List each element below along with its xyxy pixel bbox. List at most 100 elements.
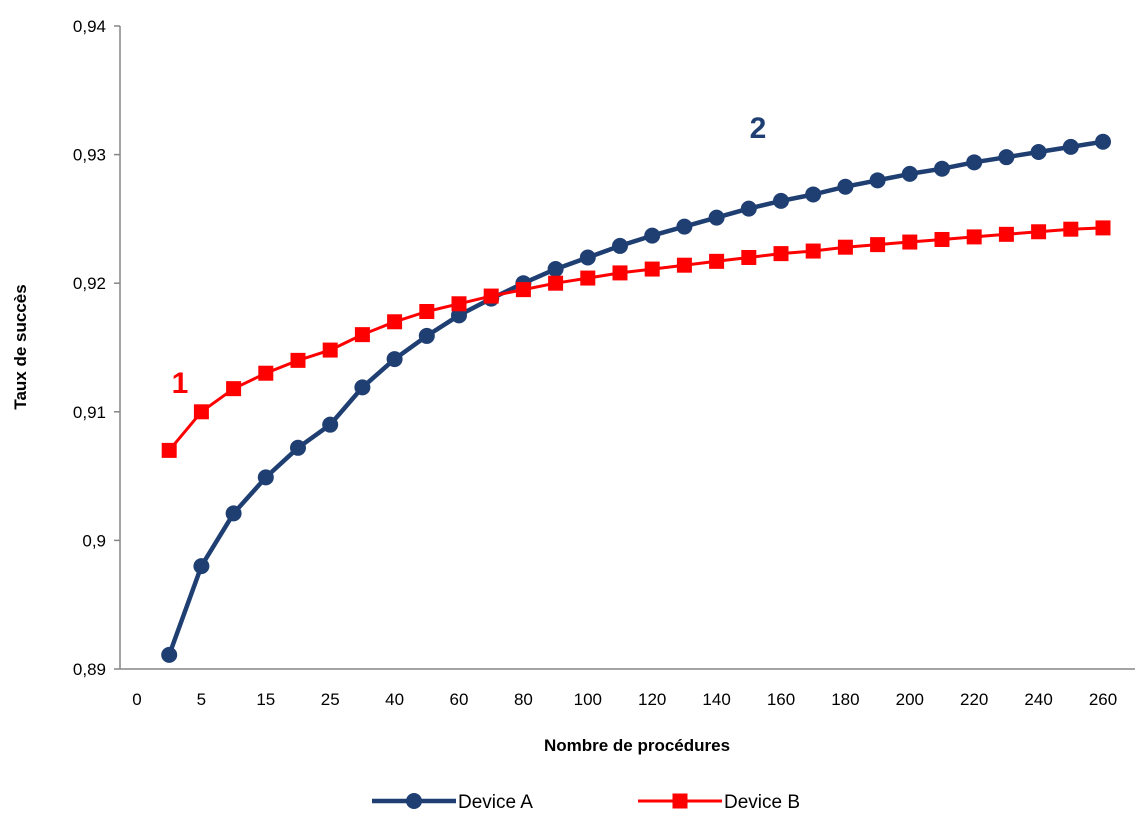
data-point [612, 265, 628, 281]
data-point [1062, 138, 1079, 155]
x-tick-label: 140 [702, 690, 730, 709]
x-tick-label: 15 [256, 690, 275, 709]
data-point [676, 218, 693, 235]
legend-marker [672, 793, 688, 809]
data-point [193, 404, 209, 420]
data-point [644, 261, 660, 277]
series-device-a [161, 133, 1111, 663]
data-point [548, 275, 564, 291]
x-tick-label: 240 [1024, 690, 1052, 709]
data-point [805, 186, 822, 203]
x-tick-label: 220 [960, 690, 988, 709]
y-tick-label: 0,9 [82, 531, 106, 550]
data-point [934, 231, 950, 247]
data-point [773, 246, 789, 262]
x-tick-label: 180 [831, 690, 859, 709]
data-point [869, 172, 886, 189]
data-point [998, 226, 1014, 242]
data-point [902, 234, 918, 250]
y-tick-label: 0,94 [73, 17, 106, 36]
data-point [290, 439, 306, 456]
x-tick-label: 0 [132, 690, 141, 709]
data-point [418, 327, 435, 344]
series-device-b [161, 220, 1111, 458]
y-tick-label: 0,89 [73, 660, 106, 679]
x-tick-label: 25 [321, 690, 340, 709]
x-tick-label: 5 [197, 690, 206, 709]
annotations: 12 [172, 112, 767, 400]
data-point [805, 243, 821, 259]
data-point [386, 351, 403, 368]
x-tick-label: 100 [574, 690, 602, 709]
data-point [708, 209, 725, 226]
data-point [483, 288, 499, 304]
y-tick-label: 0,93 [73, 146, 106, 165]
legend-item: Device B [638, 792, 800, 813]
data-point [419, 303, 435, 319]
x-tick-labels: 0 5 15 25 40 60 80 100 120 140 160 180 200 220 240 260 [132, 690, 1117, 709]
y-axis-title: Taux de succès [11, 284, 30, 409]
legend-label: Device B [724, 792, 800, 813]
x-tick-label: 200 [896, 690, 924, 709]
data-point [161, 646, 178, 663]
y-tick-label: 0,91 [73, 403, 106, 422]
data-point [676, 257, 692, 273]
data-point [1063, 221, 1079, 237]
data-point [547, 261, 564, 278]
data-point [709, 253, 725, 269]
x-tick-label: 120 [638, 690, 666, 709]
data-point [161, 442, 177, 458]
series-line [168, 226, 1104, 452]
data-point [322, 416, 339, 433]
data-point [226, 381, 242, 397]
data-point [934, 160, 950, 177]
x-tick-label: 60 [450, 690, 469, 709]
data-point [579, 249, 596, 266]
data-point [773, 192, 789, 209]
data-point [451, 307, 467, 324]
data-point [515, 282, 531, 298]
annotation-label: 1 [172, 367, 189, 400]
data-point [354, 379, 371, 396]
data-point [225, 505, 242, 522]
data-point [387, 314, 403, 330]
data-point [451, 296, 467, 312]
annotation-label: 2 [750, 112, 767, 145]
data-point [837, 178, 854, 195]
x-tick-label: 40 [385, 690, 404, 709]
data-point [258, 365, 274, 381]
x-tick-label: 260 [1089, 690, 1117, 709]
data-point [966, 154, 983, 171]
data-point [1095, 133, 1111, 150]
data-point [354, 327, 370, 343]
data-point [290, 352, 306, 368]
x-axis-title: Nombre de procédures [544, 736, 730, 755]
data-point [966, 229, 982, 245]
data-point [644, 227, 661, 244]
data-point [870, 237, 886, 253]
series-layer [161, 133, 1111, 663]
data-point [1031, 224, 1047, 240]
legend-marker [406, 793, 422, 809]
y-tick-labels: 0,89 0,9 0,91 0,92 0,93 0,94 [73, 17, 120, 679]
data-point [322, 342, 338, 358]
y-tick-label: 0,92 [73, 274, 106, 293]
data-point [257, 469, 274, 486]
data-point [740, 200, 757, 217]
legend-item: Device A [372, 792, 533, 813]
data-point [193, 558, 210, 575]
data-point [1030, 144, 1047, 161]
data-point [901, 165, 918, 182]
x-tick-label: 160 [767, 690, 795, 709]
series-line [167, 139, 1104, 656]
data-point [612, 237, 628, 254]
legend-label: Device A [458, 792, 533, 813]
data-point [741, 249, 757, 265]
data-point [580, 270, 596, 286]
axes [119, 26, 1135, 670]
legend: Device A Device B [372, 792, 800, 813]
data-point [1095, 220, 1111, 236]
data-point [837, 239, 853, 255]
data-point [998, 149, 1015, 166]
